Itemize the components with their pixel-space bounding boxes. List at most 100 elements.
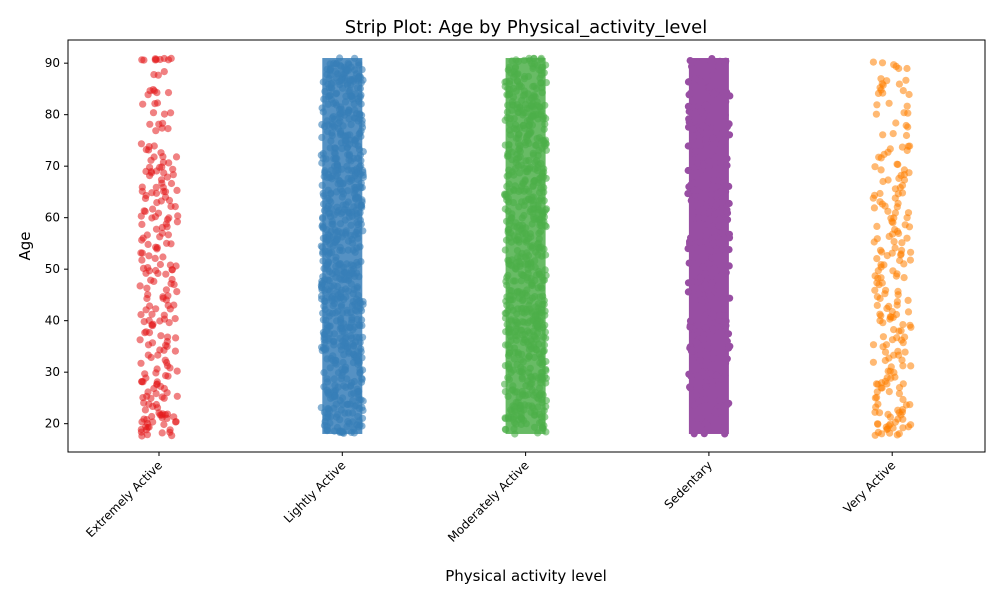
data-point-lightly-active [329, 352, 337, 360]
data-point-lightly-active [323, 355, 331, 363]
data-point-extremely-active [159, 119, 167, 127]
data-point-moderately-active [520, 56, 528, 64]
data-point-extremely-active [173, 367, 181, 375]
data-point-very-active [907, 421, 915, 429]
data-point-lightly-active [359, 227, 367, 235]
data-point-very-active [882, 286, 890, 294]
data-point-sedentary [714, 281, 723, 289]
data-point-sedentary [686, 317, 695, 325]
data-point-lightly-active [333, 89, 341, 97]
x-tick-label: Moderately Active [445, 458, 532, 545]
data-point-sedentary [714, 209, 722, 217]
data-point-extremely-active [148, 339, 157, 347]
data-point-sedentary [694, 321, 702, 329]
data-point-sedentary [695, 397, 703, 405]
data-point-sedentary [705, 118, 713, 126]
data-point-very-active [887, 214, 895, 222]
data-point-moderately-active [526, 297, 534, 305]
data-point-extremely-active [137, 359, 145, 367]
data-point-sedentary [699, 263, 707, 271]
data-point-moderately-active [540, 341, 549, 349]
data-point-moderately-active [537, 184, 545, 193]
data-point-moderately-active [511, 70, 519, 78]
data-point-lightly-active [338, 193, 346, 201]
data-point-lightly-active [327, 80, 335, 88]
data-point-moderately-active [507, 296, 515, 304]
data-point-lightly-active [329, 302, 337, 310]
data-point-moderately-active [530, 54, 538, 62]
data-point-moderately-active [520, 187, 528, 195]
data-point-lightly-active [319, 328, 327, 337]
data-point-extremely-active [167, 179, 176, 188]
data-point-sedentary [690, 430, 698, 438]
data-point-extremely-active [152, 189, 161, 197]
data-point-extremely-active [146, 120, 154, 128]
data-point-lightly-active [333, 410, 342, 419]
data-point-sedentary [702, 237, 710, 245]
data-point-extremely-active [166, 426, 174, 434]
data-point-moderately-active [510, 344, 519, 352]
data-point-very-active [889, 130, 897, 138]
data-point-lightly-active [324, 93, 332, 101]
data-point-very-active [891, 185, 900, 193]
x-tick-label: Lightly Active [281, 458, 348, 525]
data-point-sedentary [705, 216, 713, 225]
data-point-lightly-active [318, 133, 326, 142]
data-point-lightly-active [357, 157, 365, 165]
data-point-lightly-active [353, 315, 361, 323]
data-point-very-active [886, 420, 894, 428]
data-point-lightly-active [323, 375, 331, 383]
data-point-moderately-active [527, 102, 536, 110]
data-point-moderately-active [536, 293, 544, 301]
data-point-lightly-active [352, 206, 360, 214]
data-point-extremely-active [154, 209, 163, 217]
data-point-sedentary [694, 208, 702, 216]
data-point-very-active [905, 90, 913, 99]
data-point-very-active [904, 296, 912, 304]
data-point-extremely-active [145, 143, 153, 151]
data-point-moderately-active [541, 311, 549, 319]
data-point-sedentary [715, 62, 723, 70]
data-point-very-active [906, 256, 915, 264]
data-point-lightly-active [319, 215, 327, 223]
data-point-moderately-active [517, 253, 525, 261]
data-point-very-active [885, 388, 893, 396]
data-point-lightly-active [330, 211, 338, 219]
data-point-very-active [895, 174, 903, 182]
data-point-moderately-active [513, 360, 521, 369]
data-point-extremely-active [137, 425, 145, 434]
data-point-moderately-active [534, 110, 542, 118]
data-point-lightly-active [332, 360, 340, 368]
data-point-lightly-active [359, 333, 367, 341]
data-point-sedentary [697, 107, 705, 115]
data-point-lightly-active [338, 328, 347, 336]
data-point-extremely-active [168, 275, 176, 284]
data-point-sedentary [720, 179, 728, 187]
data-point-sedentary [694, 60, 702, 68]
data-point-lightly-active [351, 106, 359, 114]
data-point-moderately-active [512, 155, 521, 163]
data-point-moderately-active [509, 199, 517, 207]
data-point-extremely-active [160, 384, 168, 393]
data-point-moderately-active [506, 229, 514, 237]
data-point-sedentary [719, 111, 727, 119]
data-point-sedentary [717, 328, 725, 336]
data-point-lightly-active [341, 409, 349, 417]
data-point-sedentary [716, 396, 724, 404]
data-point-moderately-active [509, 277, 517, 285]
data-point-extremely-active [145, 267, 153, 275]
data-point-sedentary [684, 142, 692, 150]
data-point-moderately-active [522, 420, 530, 428]
data-point-lightly-active [341, 98, 350, 106]
data-point-sedentary [687, 245, 696, 253]
data-point-moderately-active [542, 379, 550, 387]
data-point-extremely-active [137, 311, 145, 319]
data-point-very-active [887, 313, 895, 321]
data-point-very-active [906, 321, 914, 329]
data-point-lightly-active [321, 346, 330, 354]
data-point-moderately-active [542, 79, 551, 87]
data-point-sedentary [715, 215, 724, 224]
data-point-sedentary [696, 356, 704, 364]
data-point-extremely-active [152, 243, 160, 251]
data-point-moderately-active [512, 325, 521, 333]
